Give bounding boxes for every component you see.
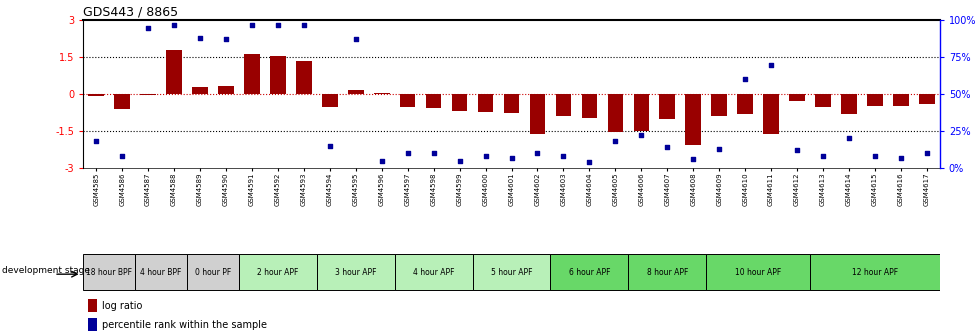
Text: 2 hour APF: 2 hour APF bbox=[257, 268, 298, 277]
Point bbox=[659, 144, 675, 150]
Point bbox=[556, 154, 571, 159]
Bar bbox=[218, 86, 234, 94]
Point bbox=[140, 25, 156, 30]
FancyBboxPatch shape bbox=[187, 254, 239, 290]
FancyBboxPatch shape bbox=[135, 254, 187, 290]
Bar bbox=[88, 94, 104, 96]
Bar bbox=[529, 94, 545, 134]
Bar bbox=[815, 94, 830, 107]
Bar bbox=[504, 94, 518, 113]
Bar bbox=[374, 93, 389, 94]
FancyBboxPatch shape bbox=[239, 254, 317, 290]
Point bbox=[529, 151, 545, 156]
Point bbox=[114, 154, 130, 159]
Text: log ratio: log ratio bbox=[102, 301, 142, 311]
Text: 4 hour APF: 4 hour APF bbox=[413, 268, 454, 277]
Point bbox=[815, 154, 830, 159]
Bar bbox=[633, 94, 648, 131]
Bar bbox=[452, 94, 467, 111]
FancyBboxPatch shape bbox=[472, 254, 550, 290]
Text: 3 hour APF: 3 hour APF bbox=[334, 268, 377, 277]
Point bbox=[763, 62, 778, 67]
Text: 10 hour APF: 10 hour APF bbox=[734, 268, 780, 277]
Bar bbox=[711, 94, 727, 116]
Point bbox=[192, 35, 207, 41]
Point bbox=[347, 37, 363, 42]
Bar bbox=[88, 318, 97, 331]
FancyBboxPatch shape bbox=[550, 254, 628, 290]
Bar bbox=[867, 94, 882, 106]
Bar bbox=[659, 94, 675, 119]
Bar bbox=[88, 299, 97, 312]
Bar bbox=[192, 87, 207, 94]
FancyBboxPatch shape bbox=[809, 254, 939, 290]
FancyBboxPatch shape bbox=[83, 254, 135, 290]
Bar bbox=[581, 94, 597, 118]
Point bbox=[244, 22, 259, 27]
Bar bbox=[322, 94, 337, 107]
Point bbox=[711, 146, 727, 152]
Point bbox=[867, 154, 882, 159]
Text: GDS443 / 8865: GDS443 / 8865 bbox=[83, 6, 178, 19]
Point bbox=[295, 22, 311, 27]
Text: development stage: development stage bbox=[2, 266, 90, 275]
Point bbox=[918, 151, 934, 156]
Bar bbox=[556, 94, 570, 116]
Bar bbox=[763, 94, 778, 134]
Bar bbox=[736, 94, 752, 114]
Point bbox=[218, 37, 234, 42]
Point bbox=[166, 22, 182, 27]
Text: 12 hour APF: 12 hour APF bbox=[851, 268, 897, 277]
Text: 4 hour BPF: 4 hour BPF bbox=[140, 268, 182, 277]
Bar bbox=[140, 94, 156, 95]
Point bbox=[425, 151, 441, 156]
Bar bbox=[166, 50, 182, 94]
Point bbox=[322, 143, 337, 149]
Point bbox=[633, 133, 648, 138]
Bar bbox=[477, 94, 493, 112]
Point bbox=[788, 148, 804, 153]
Text: 8 hour APF: 8 hour APF bbox=[645, 268, 688, 277]
Point bbox=[451, 158, 467, 163]
FancyBboxPatch shape bbox=[394, 254, 472, 290]
Point bbox=[685, 157, 700, 162]
Point bbox=[374, 158, 389, 163]
Text: 18 hour BPF: 18 hour BPF bbox=[86, 268, 132, 277]
FancyBboxPatch shape bbox=[705, 254, 809, 290]
Text: percentile rank within the sample: percentile rank within the sample bbox=[102, 320, 267, 330]
Bar bbox=[840, 94, 856, 114]
Bar bbox=[347, 90, 363, 94]
Bar bbox=[270, 56, 286, 94]
Text: 0 hour PF: 0 hour PF bbox=[195, 268, 231, 277]
Point bbox=[503, 155, 518, 160]
Point bbox=[840, 136, 856, 141]
Point bbox=[892, 155, 908, 160]
Bar bbox=[685, 94, 700, 144]
Bar bbox=[425, 94, 441, 109]
Bar bbox=[295, 61, 311, 94]
Point bbox=[88, 139, 104, 144]
Bar bbox=[399, 94, 415, 107]
Point bbox=[581, 159, 597, 165]
Bar bbox=[244, 54, 259, 94]
Point bbox=[477, 154, 493, 159]
Text: 6 hour APF: 6 hour APF bbox=[568, 268, 609, 277]
Bar bbox=[114, 94, 130, 109]
FancyBboxPatch shape bbox=[628, 254, 705, 290]
Point bbox=[736, 77, 752, 82]
Point bbox=[607, 139, 623, 144]
Point bbox=[270, 22, 286, 27]
Text: 5 hour APF: 5 hour APF bbox=[490, 268, 532, 277]
Bar bbox=[607, 94, 623, 131]
Bar bbox=[788, 94, 804, 101]
Bar bbox=[892, 94, 908, 106]
Bar bbox=[918, 94, 934, 104]
Point bbox=[399, 151, 415, 156]
FancyBboxPatch shape bbox=[317, 254, 394, 290]
